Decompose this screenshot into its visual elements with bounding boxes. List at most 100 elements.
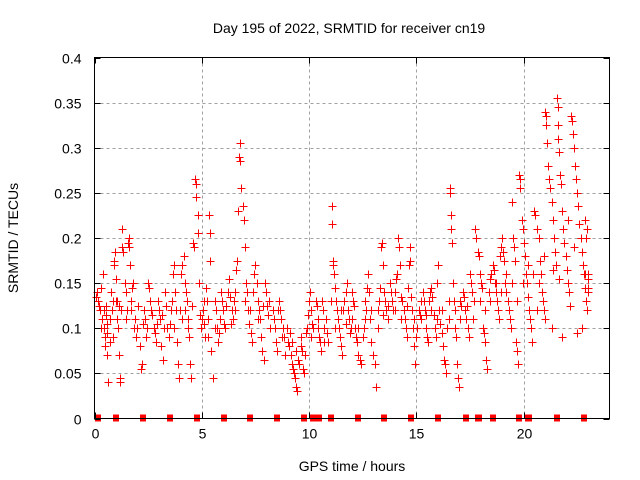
data-point [293,387,302,396]
data-point [480,329,489,338]
data-point [472,234,481,243]
data-point [126,261,135,270]
data-point [465,333,474,342]
data-point [173,338,182,347]
data-point [501,279,510,288]
data-point [240,216,249,225]
data-point [533,225,542,234]
data-point [290,369,299,378]
data-point [539,297,548,306]
data-point [582,297,591,306]
data-point [388,297,397,306]
data-point [286,329,295,338]
data-point [412,333,421,342]
data-point [433,279,442,288]
data-point [174,360,183,369]
data-point [159,356,168,365]
data-point [94,297,103,306]
data-point [441,360,450,369]
y-tick-label: 0.25 [54,186,81,202]
data-point [422,311,431,320]
data-point [202,284,211,293]
data-point [205,211,214,220]
y-tick-label: 0 [74,412,82,428]
data-point [569,130,578,139]
data-point [121,279,130,288]
data-point [456,297,465,306]
data-point [242,279,251,288]
data-point [297,342,306,351]
data-point [101,333,110,342]
data-point [497,243,506,252]
data-point [536,257,545,266]
x-tick-label: 0 [92,426,100,442]
data-point [553,94,562,103]
y-tick-label: 0.2 [62,231,82,247]
data-point [548,324,557,333]
data-point [171,288,180,297]
data-point [552,261,561,270]
data-point [562,252,571,261]
data-point [513,347,522,356]
data-point [485,288,494,297]
data-point [245,320,254,329]
data-point [493,297,502,306]
data-point [250,270,259,279]
x-tick-label: 15 [409,426,425,442]
data-point [486,275,495,284]
data-point [372,383,381,392]
data-point [144,279,153,288]
data-point [431,324,440,333]
grid-lines [94,57,610,419]
data-point [134,302,143,311]
data-point [481,306,490,315]
data-point [146,297,155,306]
data-point [410,342,419,351]
data-point [185,333,194,342]
data-point [363,284,372,293]
data-point [404,284,413,293]
chart-title: Day 195 of 2022, SRMTID for receiver cn1… [213,20,486,36]
plot-frame [94,57,610,419]
data-point [374,324,383,333]
data-point [434,261,443,270]
data-point [152,338,161,347]
data-point [192,180,201,189]
data-point [265,297,274,306]
data-point [422,324,431,333]
data-point [509,234,518,243]
data-point [492,279,501,288]
data-point [529,270,538,279]
data-point [570,144,579,153]
data-point [255,306,264,315]
data-point [419,288,428,297]
data-point [209,374,218,383]
data-point [275,297,284,306]
data-point [101,342,110,351]
data-point [555,275,564,284]
data-point [116,378,125,387]
data-point [246,306,255,315]
data-point [406,257,415,266]
data-point [137,365,146,374]
data-point [432,333,441,342]
data-point [396,261,405,270]
data-point [220,320,229,329]
data-point [516,184,525,193]
data-point [476,297,485,306]
data-point [342,320,351,329]
data-point [118,243,127,252]
data-point [196,311,205,320]
data-point [207,347,216,356]
data-point [572,175,581,184]
data-point [262,288,271,297]
data-point [433,315,442,324]
data-point [254,315,263,324]
data-point [417,297,426,306]
data-point [378,239,387,248]
data-point [194,229,203,238]
data-point [264,311,273,320]
data-point [307,333,316,342]
data-point [348,315,357,324]
data-point [115,351,124,360]
